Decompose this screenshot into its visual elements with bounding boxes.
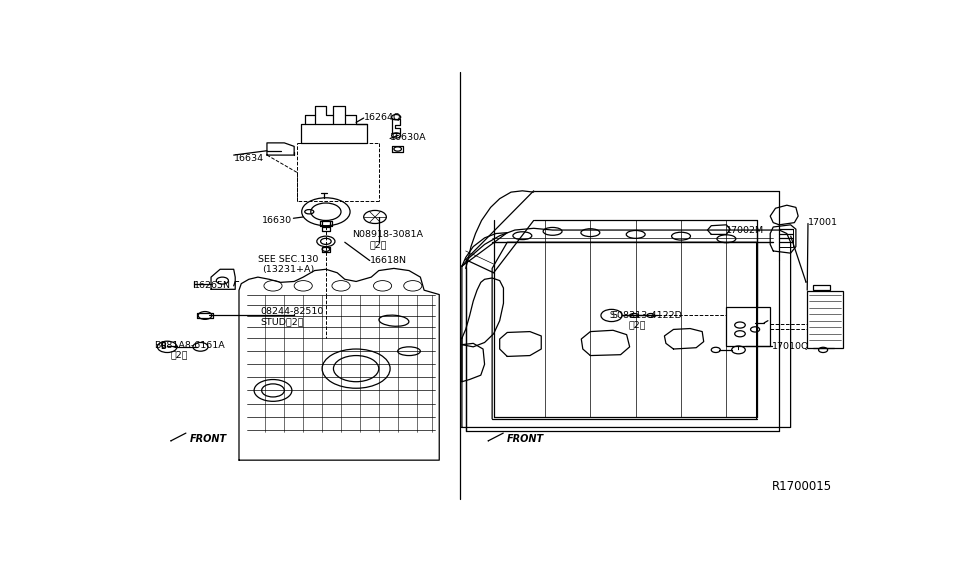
Text: FRONT: FRONT bbox=[190, 434, 227, 444]
Text: STUD〈2〉: STUD〈2〉 bbox=[260, 317, 303, 326]
Bar bbox=[779, 229, 793, 247]
Text: 16630A: 16630A bbox=[390, 133, 427, 142]
Text: B081A8-6161A: B081A8-6161A bbox=[154, 341, 225, 350]
Text: FRONT: FRONT bbox=[507, 434, 544, 444]
Text: R1700015: R1700015 bbox=[772, 480, 832, 493]
Text: 16265N: 16265N bbox=[194, 281, 231, 290]
Text: 〈2〉: 〈2〉 bbox=[370, 241, 387, 250]
Text: 16264Q: 16264Q bbox=[364, 113, 401, 122]
Text: 〈2〉: 〈2〉 bbox=[171, 350, 188, 359]
Text: 08244-82510: 08244-82510 bbox=[260, 307, 324, 316]
Bar bbox=[807, 291, 843, 348]
Bar bbox=[726, 307, 770, 346]
Text: S: S bbox=[609, 311, 614, 320]
Text: 16634: 16634 bbox=[234, 153, 264, 162]
Text: S08313-4122D: S08313-4122D bbox=[611, 311, 682, 320]
Text: SEE SEC.130: SEE SEC.130 bbox=[257, 255, 318, 264]
Text: N08918-3081A: N08918-3081A bbox=[352, 230, 423, 239]
Text: 17010Q: 17010Q bbox=[772, 342, 809, 351]
Bar bbox=[813, 285, 830, 290]
Text: 16630: 16630 bbox=[261, 216, 292, 225]
Text: 〈2〉: 〈2〉 bbox=[628, 320, 645, 329]
Text: 17002M: 17002M bbox=[726, 225, 764, 234]
Text: 17001: 17001 bbox=[808, 218, 838, 227]
Text: (13231+A): (13231+A) bbox=[261, 265, 314, 274]
Text: 16618N: 16618N bbox=[370, 256, 407, 265]
Text: B: B bbox=[161, 342, 167, 351]
